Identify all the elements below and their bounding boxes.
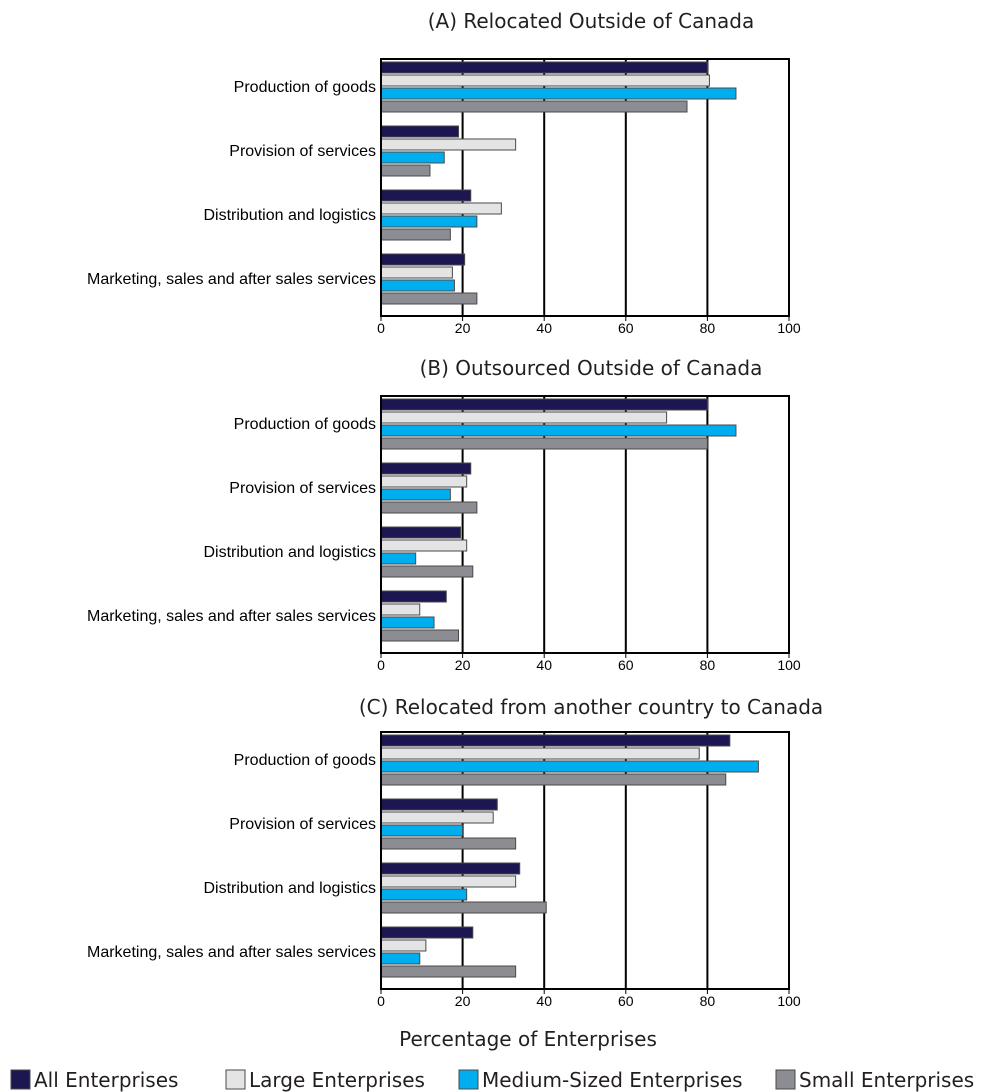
- bar-large-enterprises-distribution-and-logistics: [381, 876, 516, 887]
- x-tick-label: 0: [377, 993, 385, 1009]
- legend-swatch: [459, 1070, 478, 1089]
- bar-medium-sized-enterprises-distribution-and-logistics: [381, 553, 416, 564]
- legend-label: All Enterprises: [34, 1068, 178, 1092]
- x-tick-label: 100: [777, 993, 801, 1009]
- bar-small-enterprises-distribution-and-logistics: [381, 902, 546, 913]
- x-tick-label: 20: [455, 993, 471, 1009]
- bar-medium-sized-enterprises-distribution-and-logistics: [381, 216, 477, 227]
- bar-small-enterprises-provision-of-services: [381, 165, 430, 176]
- legend-swatch: [226, 1070, 245, 1089]
- bar-medium-sized-enterprises-production-of-goods: [381, 88, 736, 99]
- bar-small-enterprises-marketing-sales-and-after-sales-services: [381, 293, 477, 304]
- bar-all-enterprises-production-of-goods: [381, 399, 707, 410]
- chart-panel-2: (B) Outsourced Outside of Canada Producti…: [87, 356, 801, 673]
- bar-large-enterprises-production-of-goods: [381, 748, 699, 759]
- bar-small-enterprises-distribution-and-logistics: [381, 229, 450, 240]
- bar-medium-sized-enterprises-marketing-sales-and-after-sales-services: [381, 617, 434, 628]
- category-label: Marketing, sales and after sales service…: [87, 944, 376, 961]
- bar-large-enterprises-provision-of-services: [381, 476, 467, 487]
- bar-all-enterprises-production-of-goods: [381, 735, 730, 746]
- bar-small-enterprises-production-of-goods: [381, 774, 726, 785]
- bar-large-enterprises-provision-of-services: [381, 812, 493, 823]
- bar-medium-sized-enterprises-marketing-sales-and-after-sales-services: [381, 280, 454, 291]
- x-tick-label: 40: [536, 993, 552, 1009]
- legend-item-medium-sized-enterprises: Medium-Sized Enterprises: [459, 1068, 743, 1092]
- bar-medium-sized-enterprises-marketing-sales-and-after-sales-services: [381, 953, 420, 964]
- bar-medium-sized-enterprises-distribution-and-logistics: [381, 889, 467, 900]
- panel-title: (C) Relocated from another country to Ca…: [359, 695, 823, 719]
- x-tick-label: 40: [536, 320, 552, 336]
- bar-medium-sized-enterprises-provision-of-services: [381, 825, 463, 836]
- category-label: Marketing, sales and after sales service…: [87, 271, 376, 288]
- bar-large-enterprises-production-of-goods: [381, 75, 709, 86]
- x-tick-label: 20: [455, 320, 471, 336]
- category-label: Distribution and logistics: [203, 880, 376, 897]
- legend-item-all-enterprises: All Enterprises: [11, 1068, 178, 1092]
- bar-all-enterprises-distribution-and-logistics: [381, 863, 520, 874]
- panel-title: (B) Outsourced Outside of Canada: [420, 356, 763, 380]
- bar-small-enterprises-marketing-sales-and-after-sales-services: [381, 630, 459, 641]
- chart-panel-1: (A) Relocated Outside of Canada Productio…: [87, 9, 801, 336]
- bar-all-enterprises-marketing-sales-and-after-sales-services: [381, 927, 473, 938]
- chart-panel-3: (C) Relocated from another country to Ca…: [87, 695, 823, 1051]
- bar-large-enterprises-distribution-and-logistics: [381, 203, 501, 214]
- category-label: Distribution and logistics: [203, 544, 376, 561]
- legend-label: Medium-Sized Enterprises: [482, 1068, 743, 1092]
- legend-item-large-enterprises: Large Enterprises: [226, 1068, 425, 1092]
- x-tick-label: 0: [377, 657, 385, 673]
- bar-large-enterprises-marketing-sales-and-after-sales-services: [381, 940, 426, 951]
- x-tick-label: 100: [777, 657, 801, 673]
- x-tick-label: 0: [377, 320, 385, 336]
- bar-medium-sized-enterprises-production-of-goods: [381, 761, 758, 772]
- x-tick-label: 80: [700, 657, 716, 673]
- bar-all-enterprises-provision-of-services: [381, 126, 459, 137]
- bar-medium-sized-enterprises-provision-of-services: [381, 489, 450, 500]
- bar-small-enterprises-distribution-and-logistics: [381, 566, 473, 577]
- bar-all-enterprises-distribution-and-logistics: [381, 527, 461, 538]
- category-label: Marketing, sales and after sales service…: [87, 608, 376, 625]
- bar-all-enterprises-marketing-sales-and-after-sales-services: [381, 254, 465, 265]
- x-tick-label: 60: [618, 320, 634, 336]
- panel-title: (A) Relocated Outside of Canada: [428, 9, 755, 33]
- category-label: Production of goods: [234, 752, 376, 769]
- x-tick-label: 20: [455, 657, 471, 673]
- category-label: Provision of services: [229, 143, 376, 160]
- bar-medium-sized-enterprises-production-of-goods: [381, 425, 736, 436]
- bar-all-enterprises-provision-of-services: [381, 463, 471, 474]
- bar-small-enterprises-provision-of-services: [381, 502, 477, 513]
- bar-large-enterprises-production-of-goods: [381, 412, 667, 423]
- legend-item-small-enterprises: Small Enterprises: [776, 1068, 974, 1092]
- legend-swatch: [11, 1070, 30, 1089]
- x-tick-label: 100: [777, 320, 801, 336]
- x-tick-label: 60: [618, 657, 634, 673]
- legend: All Enterprises Large Enterprises Medium-S…: [11, 1068, 974, 1092]
- legend-label: Large Enterprises: [249, 1068, 425, 1092]
- bar-large-enterprises-provision-of-services: [381, 139, 516, 150]
- bar-small-enterprises-provision-of-services: [381, 838, 516, 849]
- category-label: Distribution and logistics: [203, 207, 376, 224]
- bar-small-enterprises-production-of-goods: [381, 101, 687, 112]
- bar-large-enterprises-distribution-and-logistics: [381, 540, 467, 551]
- bar-small-enterprises-production-of-goods: [381, 438, 707, 449]
- x-tick-label: 60: [618, 993, 634, 1009]
- legend-label: Small Enterprises: [799, 1068, 974, 1092]
- bar-all-enterprises-distribution-and-logistics: [381, 190, 471, 201]
- x-tick-label: 80: [700, 320, 716, 336]
- category-label: Provision of services: [229, 816, 376, 833]
- category-label: Provision of services: [229, 480, 376, 497]
- x-tick-label: 80: [700, 993, 716, 1009]
- category-label: Production of goods: [234, 416, 376, 433]
- bar-all-enterprises-provision-of-services: [381, 799, 497, 810]
- bar-medium-sized-enterprises-provision-of-services: [381, 152, 444, 163]
- bar-large-enterprises-marketing-sales-and-after-sales-services: [381, 604, 420, 615]
- bar-small-enterprises-marketing-sales-and-after-sales-services: [381, 966, 516, 977]
- bar-all-enterprises-marketing-sales-and-after-sales-services: [381, 591, 446, 602]
- bar-large-enterprises-marketing-sales-and-after-sales-services: [381, 267, 452, 278]
- bar-all-enterprises-production-of-goods: [381, 62, 707, 73]
- x-tick-label: 40: [536, 657, 552, 673]
- x-axis-title: Percentage of Enterprises: [399, 1027, 657, 1051]
- legend-swatch: [776, 1070, 795, 1089]
- category-label: Production of goods: [234, 79, 376, 96]
